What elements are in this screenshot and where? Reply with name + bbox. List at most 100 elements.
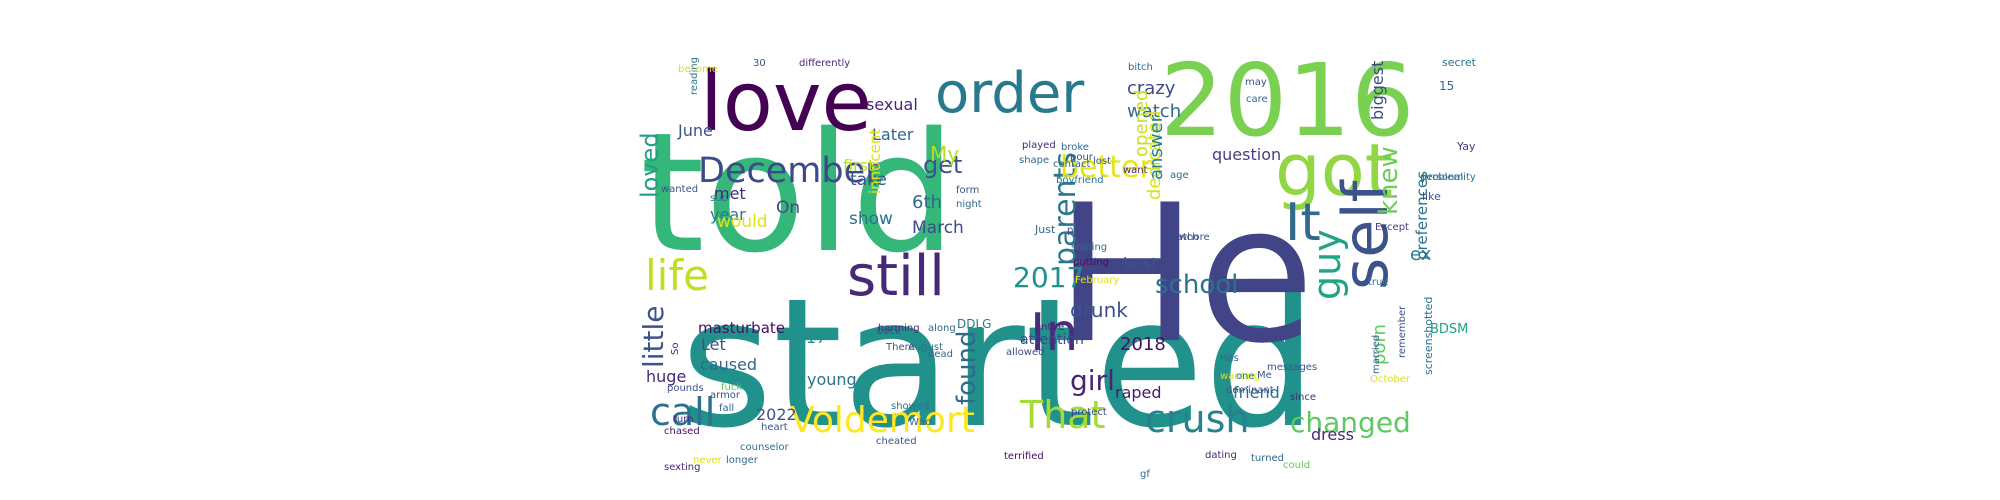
word-june: June: [677, 121, 713, 140]
word-caused: caused: [700, 355, 757, 374]
word-gf: gf: [1140, 469, 1150, 480]
word-let: Let: [701, 335, 726, 354]
word-me: Me: [1257, 370, 1272, 381]
word-sexual: sexual: [866, 95, 918, 114]
word-one: one: [1236, 371, 1255, 382]
word-longer: longer: [726, 455, 759, 466]
word-could: could: [1283, 460, 1310, 471]
word-wanting: wanting: [1220, 371, 1260, 382]
word-pounds: pounds: [667, 383, 704, 394]
word-self: self: [1329, 178, 1402, 290]
word-question: question: [1212, 145, 1281, 164]
word-shining: shining: [1071, 242, 1107, 253]
word-fall: fall: [719, 403, 734, 414]
word-friend: friend: [1233, 383, 1280, 402]
word-sub: sub: [710, 193, 728, 204]
word-dress: dress: [1311, 425, 1354, 444]
word-problem: problem: [1422, 172, 1463, 183]
word-boyfriend: boyfriend: [1056, 175, 1104, 186]
word-would: would: [717, 212, 768, 232]
word-armor: armor: [710, 390, 741, 401]
word-chased: chased: [664, 426, 700, 437]
word-watch: watch: [1127, 101, 1181, 122]
word-told: told: [640, 97, 956, 289]
word-counselor: counselor: [740, 442, 790, 453]
word-2016: 2016: [1160, 42, 1415, 159]
word-since: since: [1290, 392, 1316, 403]
word-best: best: [1123, 254, 1158, 273]
word-along: along: [928, 323, 956, 334]
word-so: So: [670, 343, 681, 355]
word-turn: turn: [673, 414, 694, 425]
word-there: There: [885, 342, 915, 353]
word-age: age: [1170, 170, 1189, 181]
word-guy: guy: [1305, 229, 1349, 300]
word-got: got: [1275, 128, 1393, 212]
word-2022: 2022: [756, 405, 797, 424]
word-who: Who: [909, 417, 931, 428]
word-may: may: [1245, 77, 1267, 88]
word-6th: 6th: [912, 192, 942, 213]
word-my: My: [930, 142, 959, 166]
word-ex: ex: [1410, 244, 1432, 265]
word-terrified: terrified: [1004, 451, 1044, 462]
word-cheated: cheated: [876, 436, 917, 447]
word-remember: remember: [1397, 305, 1408, 358]
word-dating: dating: [1205, 450, 1237, 461]
word-loved: loved: [636, 132, 664, 198]
word-preferences: preferences: [1413, 171, 1431, 260]
word-love: love: [700, 55, 872, 150]
word-sexting: sexting: [664, 462, 701, 473]
word-entire: entire: [1035, 322, 1064, 333]
word-2017: 2017: [1013, 261, 1084, 294]
word-march: March: [912, 218, 964, 238]
word-15: 15: [1439, 79, 1454, 93]
word-differently: differently: [799, 58, 850, 69]
word-whore: whore: [1179, 232, 1210, 243]
word-married: married: [1371, 335, 1382, 374]
word-screenshotted: screenshotted: [1422, 297, 1435, 375]
word-protect: protect: [1071, 407, 1107, 418]
word-that: That: [1019, 393, 1105, 437]
word-played: played: [1022, 140, 1056, 151]
word-crazy: crazy: [1127, 78, 1176, 99]
word-become: become: [678, 64, 718, 75]
word-voldemort: Voldemort: [790, 400, 975, 441]
word-february: February: [1075, 275, 1119, 286]
word-point: point: [1067, 225, 1093, 236]
word-little: little: [637, 305, 670, 368]
word-wanted: wanted: [661, 184, 698, 195]
word-first: first: [843, 156, 874, 175]
word-still: still: [847, 244, 945, 309]
word-night: night: [956, 199, 982, 210]
word-messages: messages: [1267, 362, 1317, 373]
word-lost: lost: [1093, 156, 1111, 167]
word-care: care: [1246, 94, 1268, 105]
word-parents: parents: [1048, 152, 1083, 266]
word-on: On: [776, 198, 800, 218]
word-dominant: dominant: [1226, 385, 1274, 396]
word-august: August: [908, 342, 943, 353]
word-harming: harming: [878, 323, 920, 334]
word-just: Just: [1034, 223, 1056, 236]
word-later: Later: [872, 125, 914, 144]
word-masturbate: masturbate: [698, 319, 785, 337]
word-started: started: [680, 260, 1317, 467]
word-better: better: [1060, 150, 1152, 185]
word-year: year: [710, 205, 746, 224]
word-dead: dead: [928, 349, 953, 360]
word-2018: 2018: [1120, 334, 1166, 355]
word-contact: contact: [1053, 159, 1091, 170]
word-dedicated: dedicated: [1144, 111, 1165, 200]
word-heart: heart: [761, 422, 788, 433]
word-putting: putting: [1073, 257, 1109, 268]
word-knew: knew: [1374, 146, 1404, 215]
word-found: found: [952, 330, 982, 405]
word-in: In: [1030, 303, 1078, 363]
word-take: take: [850, 170, 887, 190]
word-changed: changed: [1290, 406, 1411, 439]
word-he: He: [1055, 164, 1315, 385]
word-attention: attention: [1020, 332, 1084, 348]
word-show: show: [849, 209, 893, 229]
